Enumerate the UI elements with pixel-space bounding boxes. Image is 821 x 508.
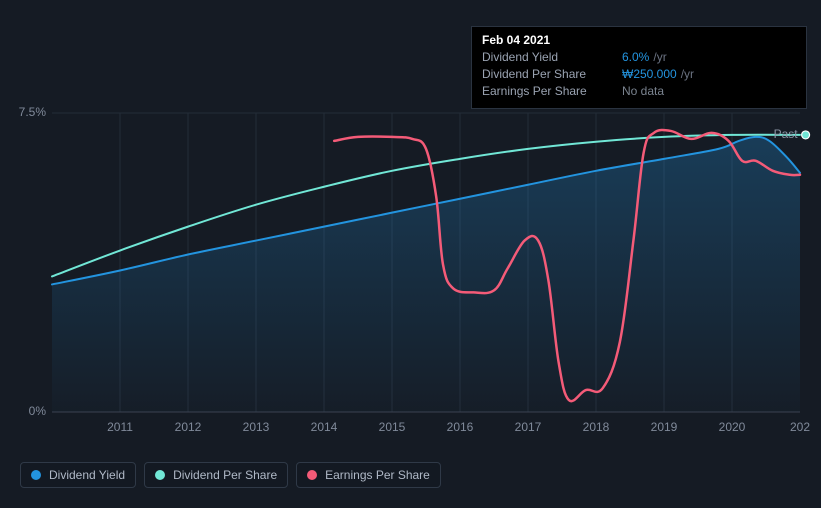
x-axis-label: 2017 bbox=[515, 420, 542, 434]
tooltip-value: ₩250.000 bbox=[622, 66, 677, 83]
legend-swatch bbox=[155, 470, 165, 480]
legend-label: Earnings Per Share bbox=[325, 468, 430, 482]
x-axis-label: 2020 bbox=[719, 420, 746, 434]
tooltip-row: Earnings Per ShareNo data bbox=[482, 83, 796, 100]
past-marker-label: Past bbox=[774, 127, 798, 141]
x-axis-label: 2019 bbox=[651, 420, 678, 434]
dividend-chart: 0% 7.5% 2011 2012 2013 2014 2015 2016 2017 2018 2… bbox=[0, 0, 821, 508]
tooltip-unit: /yr bbox=[681, 66, 694, 83]
legend-item[interactable]: Dividend Yield bbox=[20, 462, 136, 488]
chart-legend: Dividend Yield Dividend Per Share Earnings… bbox=[20, 462, 441, 488]
legend-swatch bbox=[31, 470, 41, 480]
y-axis-label: 7.5% bbox=[2, 105, 46, 119]
tooltip-key: Earnings Per Share bbox=[482, 83, 622, 100]
chart-tooltip: Feb 04 2021 Dividend Yield6.0%/yrDividen… bbox=[471, 26, 807, 109]
dividend-yield-area bbox=[52, 137, 800, 412]
tooltip-key: Dividend Per Share bbox=[482, 66, 622, 83]
x-axis-label: 2018 bbox=[583, 420, 610, 434]
past-marker-dot bbox=[802, 131, 810, 139]
x-axis-label: 2015 bbox=[379, 420, 406, 434]
x-axis-label: 2014 bbox=[311, 420, 338, 434]
x-axis-label: 2012 bbox=[175, 420, 202, 434]
legend-swatch bbox=[307, 470, 317, 480]
tooltip-value: 6.0% bbox=[622, 49, 649, 66]
legend-label: Dividend Per Share bbox=[173, 468, 277, 482]
legend-item[interactable]: Dividend Per Share bbox=[144, 462, 288, 488]
tooltip-date: Feb 04 2021 bbox=[482, 33, 796, 47]
x-axis-label: 2013 bbox=[243, 420, 270, 434]
legend-label: Dividend Yield bbox=[49, 468, 125, 482]
tooltip-key: Dividend Yield bbox=[482, 49, 622, 66]
y-axis-label: 0% bbox=[2, 404, 46, 418]
tooltip-row: Dividend Per Share₩250.000/yr bbox=[482, 66, 796, 83]
x-axis-label: 2011 bbox=[107, 420, 133, 434]
tooltip-value: No data bbox=[622, 83, 664, 100]
x-axis-label: 202 bbox=[790, 420, 810, 434]
tooltip-row: Dividend Yield6.0% /yr bbox=[482, 49, 796, 66]
tooltip-unit: /yr bbox=[653, 49, 666, 66]
legend-item[interactable]: Earnings Per Share bbox=[296, 462, 441, 488]
x-axis-label: 2016 bbox=[447, 420, 474, 434]
